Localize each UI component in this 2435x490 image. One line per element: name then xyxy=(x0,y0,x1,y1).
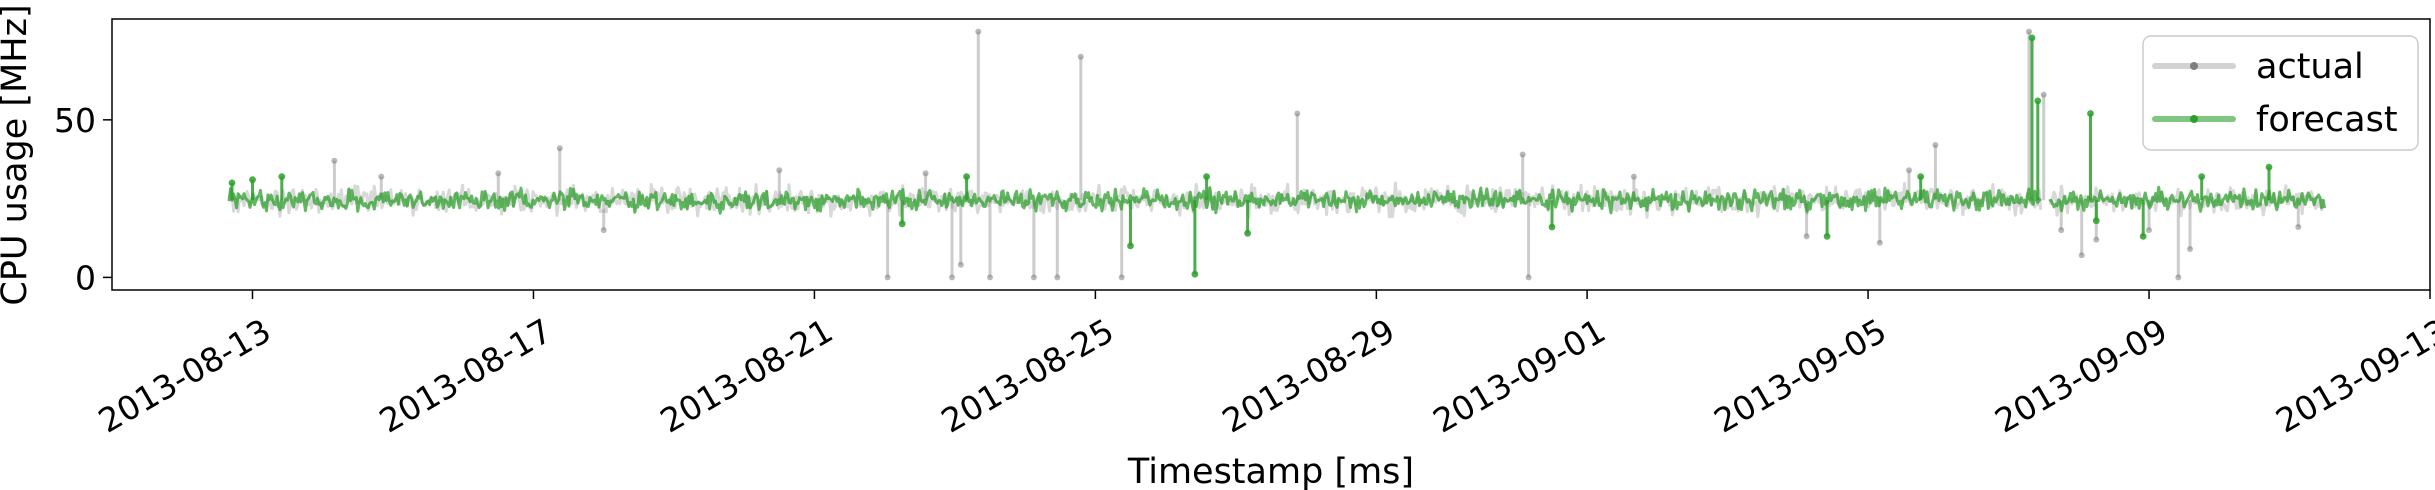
point-actual-30 xyxy=(2175,274,2182,281)
point-actual-14 xyxy=(1077,53,1084,60)
x-tick-label-2: 2013-08-21 xyxy=(654,311,840,441)
point-forecast-9 xyxy=(1548,223,1556,231)
point-forecast-11 xyxy=(1917,173,1925,181)
point-forecast-18 xyxy=(2265,163,2273,171)
point-actual-6 xyxy=(884,274,891,281)
point-actual-15 xyxy=(1118,274,1125,281)
y-tick-label-1: 50 xyxy=(54,101,96,140)
point-actual-9 xyxy=(957,261,964,268)
point-actual-1 xyxy=(378,173,385,180)
x-tick-label-6: 2013-09-05 xyxy=(1707,311,1893,441)
point-actual-28 xyxy=(2093,236,2100,243)
point-actual-22 xyxy=(1906,167,1912,174)
plot-frame xyxy=(111,18,2431,291)
x-tick-label-5: 2013-09-01 xyxy=(1426,311,1612,441)
point-actual-17 xyxy=(1519,151,1526,158)
point-forecast-4 xyxy=(963,173,970,181)
point-actual-23 xyxy=(1932,142,1939,148)
point-actual-13 xyxy=(1054,274,1061,281)
legend-label-forecast: forecast xyxy=(2256,100,2398,140)
point-actual-32 xyxy=(2295,224,2302,230)
point-forecast-2 xyxy=(278,173,286,181)
series-line-forecast-0 xyxy=(227,186,2042,215)
x-axis: 2013-08-13 2013-08-17 2013-08-21 2013-08-25… xyxy=(92,290,2435,441)
x-tick-label-4: 2013-08-29 xyxy=(1216,311,1402,441)
point-actual-3 xyxy=(556,145,563,152)
plot-area xyxy=(227,28,2327,281)
legend-marker-actual xyxy=(2190,62,2198,70)
point-forecast-16 xyxy=(2139,233,2147,240)
point-forecast-17 xyxy=(2198,173,2206,181)
point-actual-5 xyxy=(776,167,783,174)
point-actual-25 xyxy=(2040,91,2047,98)
point-forecast-3 xyxy=(898,220,906,228)
y-tick-label-0: 0 xyxy=(75,258,96,297)
point-actual-16 xyxy=(1294,110,1301,117)
point-actual-0 xyxy=(331,157,338,164)
x-tick-label-1: 2013-08-17 xyxy=(373,311,559,441)
x-axis-label: Timestamp [ms] xyxy=(1127,452,1414,490)
point-forecast-13 xyxy=(2034,97,2042,105)
point-actual-21 xyxy=(1876,239,1883,246)
point-forecast-12 xyxy=(2028,34,2036,42)
point-actual-26 xyxy=(2058,227,2065,234)
point-forecast-1 xyxy=(249,176,256,184)
y-axis: 0 50 xyxy=(54,101,112,297)
point-forecast-0 xyxy=(228,179,236,187)
legend-marker-forecast xyxy=(2190,115,2198,123)
legend: actual forecast xyxy=(2142,35,2419,151)
point-actual-24 xyxy=(2026,28,2032,35)
legend-label-actual: actual xyxy=(2256,47,2364,87)
point-actual-18 xyxy=(1525,274,1532,281)
point-forecast-8 xyxy=(1244,229,1251,237)
x-tick-label-8: 2013-09-13 xyxy=(2269,311,2435,441)
point-forecast-6 xyxy=(1191,270,1199,278)
point-actual-8 xyxy=(949,274,955,281)
series-actual xyxy=(227,28,2326,281)
series-forecast xyxy=(227,34,2327,278)
point-actual-29 xyxy=(2146,227,2152,234)
point-actual-31 xyxy=(2187,246,2193,252)
point-actual-4 xyxy=(600,227,607,234)
x-tick-label-7: 2013-09-09 xyxy=(1988,311,2174,441)
point-actual-27 xyxy=(2078,252,2085,259)
point-forecast-14 xyxy=(2087,110,2094,117)
y-axis-label: CPU usage [MHz] xyxy=(0,4,35,305)
point-actual-7 xyxy=(922,170,929,177)
x-tick-label-0: 2013-08-13 xyxy=(92,311,278,441)
series-line-forecast-1 xyxy=(2048,185,2327,213)
point-actual-11 xyxy=(987,274,993,281)
point-actual-20 xyxy=(1803,233,1810,240)
point-actual-10 xyxy=(975,28,982,35)
point-actual-2 xyxy=(495,170,502,177)
point-forecast-15 xyxy=(2092,217,2100,225)
point-actual-12 xyxy=(1030,274,1037,281)
x-tick-label-3: 2013-08-25 xyxy=(935,311,1121,441)
point-actual-19 xyxy=(1630,173,1637,180)
point-forecast-5 xyxy=(1127,242,1134,250)
point-forecast-7 xyxy=(1203,173,1210,181)
point-forecast-10 xyxy=(1823,233,1831,240)
